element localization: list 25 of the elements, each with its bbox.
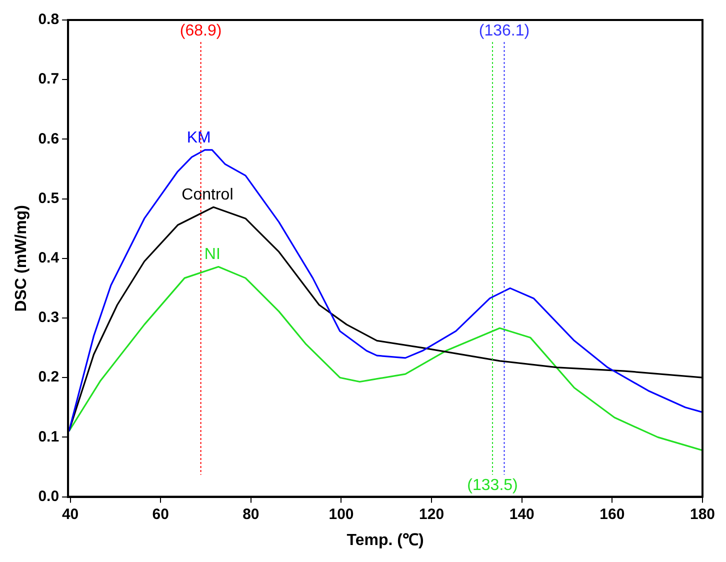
series-label: Control — [182, 186, 234, 204]
x-tick-label: 80 — [242, 506, 260, 523]
ref-line-label: (68.9) — [180, 22, 222, 40]
series-label: NI — [204, 246, 220, 264]
x-tick-label: 180 — [690, 506, 715, 523]
x-tick-label: 160 — [600, 506, 625, 523]
series-label: KM — [186, 129, 211, 146]
x-tick-label: 140 — [509, 506, 534, 523]
x-tick-label: 120 — [419, 506, 444, 523]
x-tick-label: 60 — [152, 506, 169, 523]
x-tick-label: 100 — [328, 506, 354, 523]
ref-line-label: (133.5) — [467, 477, 518, 494]
y-axis-title: DSC (mW/mg) — [13, 205, 30, 312]
y-tick-label: 0.2 — [38, 368, 60, 386]
y-tick-label: 0.1 — [38, 428, 60, 446]
y-tick-label: 0.4 — [38, 250, 60, 267]
ref-line-label: (136.1) — [478, 22, 530, 40]
y-tick-label: 0.7 — [38, 70, 60, 88]
x-tick-label: 40 — [62, 506, 79, 523]
y-tick-label: 0.8 — [38, 11, 60, 28]
y-tick-label: 0.0 — [38, 488, 60, 505]
y-tick-label: 0.5 — [38, 190, 60, 207]
y-tick-label: 0.6 — [38, 130, 60, 148]
y-tick-label: 0.3 — [38, 309, 60, 326]
x-axis-title: Temp. (℃) — [346, 532, 424, 549]
